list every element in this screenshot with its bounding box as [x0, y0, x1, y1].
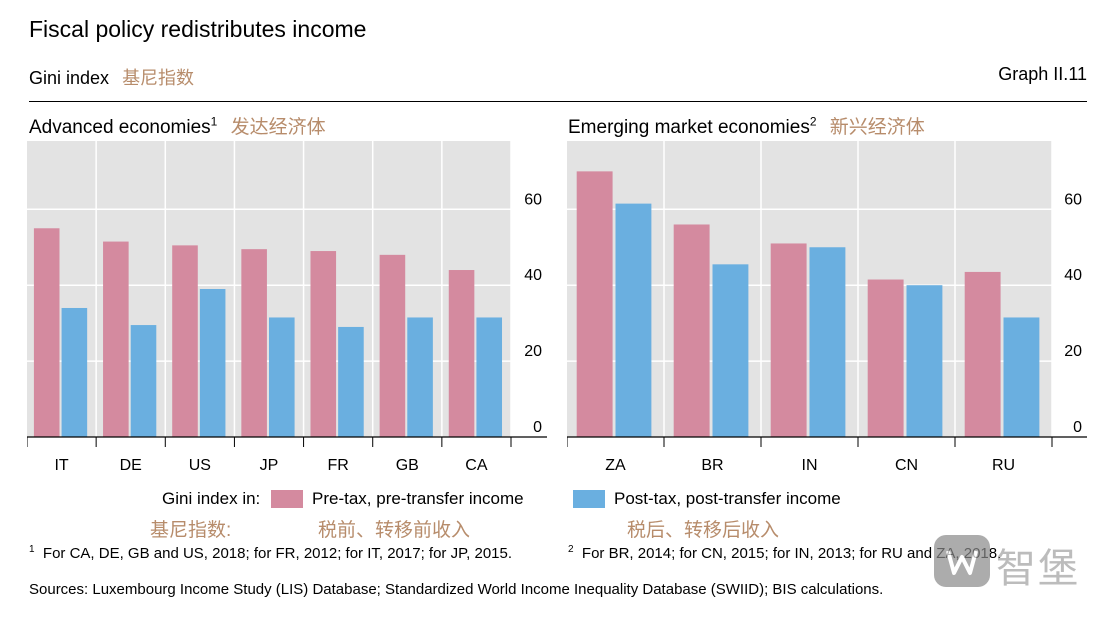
bar-pre-it	[33, 228, 60, 437]
subtitle-text: Gini index	[29, 68, 110, 88]
bar-post-it	[61, 307, 88, 437]
y-tick-label-40: 40	[1064, 267, 1082, 284]
legend-swatch-post	[573, 490, 605, 508]
legend-prefix: Gini index in:	[162, 489, 261, 508]
bar-post-jp	[269, 317, 295, 437]
bar-post-ca	[476, 317, 503, 437]
footnote-2: 2 For BR, 2014; for CN, 2015; for IN, 20…	[568, 544, 1001, 562]
legend-label-pre: Pre-tax, pre-transfer income	[312, 489, 524, 508]
bar-post-in	[809, 247, 846, 437]
x-tick-label-br: BR	[701, 457, 723, 474]
bar-post-cn	[906, 285, 943, 437]
footnote-2-text: For BR, 2014; for CN, 2015; for IN, 2013…	[581, 545, 1002, 562]
panel-title-emerging: Emerging market economies2 新兴经济体	[568, 112, 925, 139]
y-tick-label-60: 60	[524, 191, 542, 208]
bar-pre-in	[770, 243, 807, 437]
axis-gap	[511, 437, 547, 447]
axis-gap	[1052, 437, 1087, 447]
watermark-text: 智堡	[996, 547, 1080, 591]
header-rule	[29, 101, 1087, 102]
panel-title-emerging-sup: 2	[809, 114, 817, 129]
bar-pre-cn	[867, 279, 904, 437]
panel-title-emerging-text: Emerging market economies	[568, 117, 810, 138]
x-tick-label-za: ZA	[605, 457, 626, 474]
x-tick-label-fr: FR	[327, 457, 348, 474]
bar-post-gb	[407, 317, 433, 437]
legend-label-pre-cn: 税前、转移前收入	[318, 520, 471, 541]
sources-note: Sources: Luxembourg Income Study (LIS) D…	[29, 581, 884, 598]
bar-pre-fr	[310, 251, 337, 437]
x-tick-label-it: IT	[54, 457, 68, 474]
chart-title: Fiscal policy redistributes income	[29, 16, 367, 42]
legend-prefix-cn: 基尼指数:	[150, 520, 232, 541]
footnote-2-mark: 2	[568, 544, 574, 555]
bar-pre-us	[172, 245, 198, 437]
x-tick-label-ru: RU	[992, 457, 1015, 474]
legend-label-post-cn: 税后、转移后收入	[627, 520, 780, 541]
footnote-1: 1 For CA, DE, GB and US, 2018; for FR, 2…	[29, 544, 512, 562]
y-tick-label-60: 60	[1064, 191, 1082, 208]
x-tick-label-gb: GB	[396, 457, 419, 474]
y-tick-label-0: 0	[1073, 419, 1082, 436]
panel-title-emerging-cn: 新兴经济体	[829, 117, 925, 138]
chart-subtitle: Gini index 基尼指数	[29, 64, 194, 90]
x-tick-label-in: IN	[802, 457, 818, 474]
y-tick-label-40: 40	[524, 267, 542, 284]
x-tick-label-jp: JP	[260, 457, 279, 474]
panel-title-advanced-cn: 发达经济体	[230, 117, 326, 138]
x-tick-label-us: US	[189, 457, 211, 474]
bar-pre-jp	[241, 249, 267, 437]
bar-post-br	[712, 264, 749, 437]
watermark-logo-icon	[934, 535, 990, 587]
graph-number: Graph II.11	[998, 64, 1087, 84]
chart-emerging: ZA BR IN CN RU 0 20 40 60	[567, 141, 1087, 474]
bar-pre-ca	[448, 270, 475, 437]
watermark-w-icon	[946, 550, 978, 575]
footnote-1-text: For CA, DE, GB and US, 2018; for FR, 201…	[42, 545, 513, 562]
x-tick-label-cn: CN	[895, 457, 918, 474]
y-tick-label-20: 20	[524, 343, 542, 360]
panel-title-advanced-sup: 1	[210, 114, 218, 129]
x-tick-label-ca: CA	[465, 457, 488, 474]
chart-advanced: IT DE US JP FR GB CA 0 20 40 60	[27, 141, 547, 474]
bar-post-ru	[1003, 317, 1040, 437]
bar-post-de	[130, 325, 157, 437]
x-tick-label-de: DE	[120, 457, 142, 474]
bar-post-fr	[338, 326, 364, 437]
footnote-1-mark: 1	[29, 544, 35, 555]
subtitle-cn: 基尼指数	[122, 68, 195, 88]
bar-pre-br	[673, 224, 710, 437]
y-tick-label-0: 0	[533, 419, 542, 436]
panel-title-advanced: Advanced economies1 发达经济体	[29, 112, 326, 139]
bar-post-za	[615, 203, 652, 437]
legend-label-post: Post-tax, post-transfer income	[614, 489, 841, 508]
bar-pre-ru	[964, 271, 1001, 437]
legend-swatch-pre	[271, 490, 303, 508]
bar-pre-gb	[379, 254, 406, 437]
y-tick-label-20: 20	[1064, 343, 1082, 360]
bar-pre-de	[103, 241, 129, 437]
bar-post-us	[199, 289, 226, 437]
bar-pre-za	[576, 171, 613, 437]
panel-title-advanced-text: Advanced economies	[29, 117, 211, 138]
